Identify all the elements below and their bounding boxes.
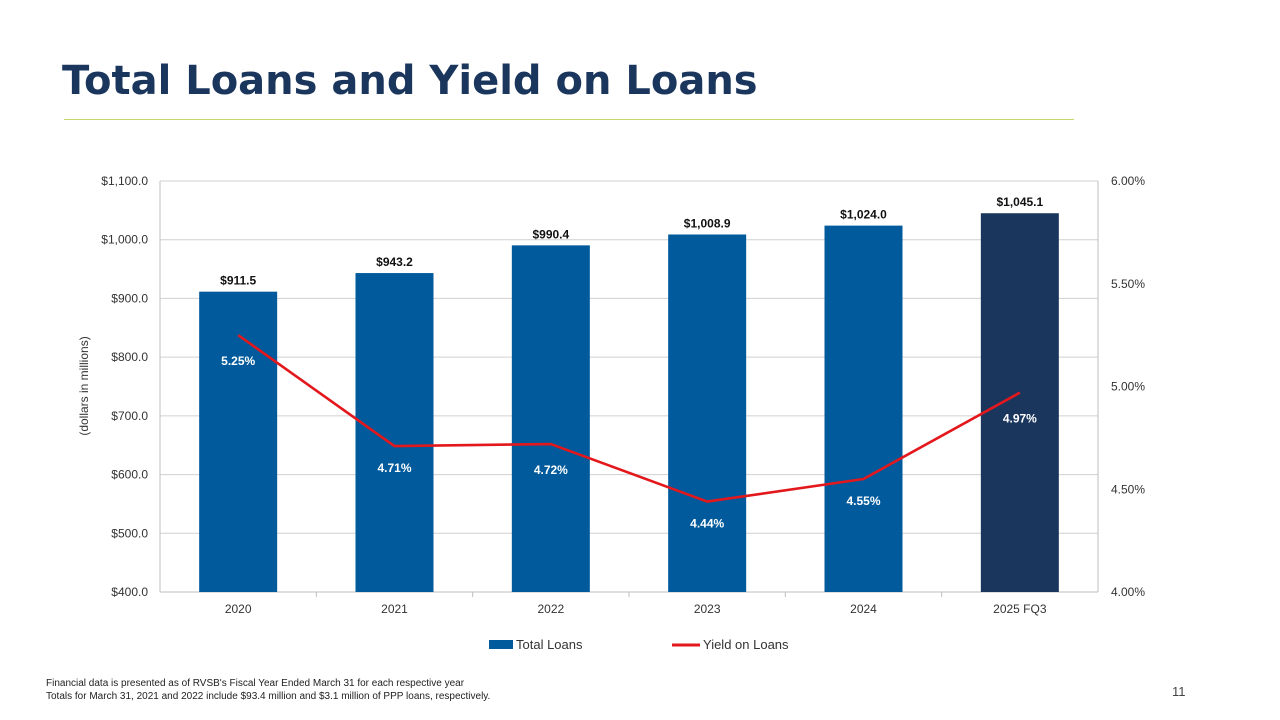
bar-total-loans bbox=[511, 245, 590, 592]
line-value-label: 4.71% bbox=[377, 461, 411, 475]
x-tick-label: 2024 bbox=[850, 602, 877, 616]
bar-value-label: $911.5 bbox=[220, 274, 256, 288]
bar-value-label: $1,045.1 bbox=[996, 195, 1043, 209]
y-tick-label: $800.0 bbox=[111, 350, 148, 364]
bar-total-loans bbox=[355, 273, 434, 592]
line-yield-on-loans bbox=[237, 334, 1021, 503]
y2-tick-label: 5.00% bbox=[1111, 380, 1145, 394]
y-tick-label: $1,000.0 bbox=[101, 233, 148, 247]
slide-title: Total Loans and Yield on Loans bbox=[62, 58, 758, 104]
y-tick-label: $1,100.0 bbox=[101, 174, 148, 188]
page-number: 11 bbox=[1172, 684, 1186, 699]
line-value-label: 4.72% bbox=[534, 463, 568, 477]
y-tick-label: $500.0 bbox=[111, 526, 148, 540]
title-divider bbox=[64, 119, 1074, 120]
y2-tick-label: 6.00% bbox=[1111, 174, 1145, 188]
y-tick-label: $700.0 bbox=[111, 409, 148, 423]
y-tick-label: $900.0 bbox=[111, 291, 148, 305]
y-tick-label: $600.0 bbox=[111, 468, 148, 482]
x-tick-label: 2020 bbox=[225, 602, 252, 616]
line-value-label: 4.44% bbox=[690, 517, 724, 531]
line-value-label: 4.55% bbox=[846, 494, 880, 508]
bar-value-label: $943.2 bbox=[376, 255, 413, 269]
footnote-line-2: Totals for March 31, 2021 and 2022 inclu… bbox=[46, 690, 491, 702]
y2-tick-label: 4.00% bbox=[1111, 585, 1145, 599]
x-tick-label: 2021 bbox=[381, 602, 408, 616]
bar-total-loans bbox=[824, 225, 903, 592]
legend-swatch-total-loans bbox=[489, 640, 513, 649]
y-tick-label: $400.0 bbox=[111, 585, 148, 599]
legend-label-total-loans: Total Loans bbox=[516, 637, 583, 652]
y2-tick-label: 4.50% bbox=[1111, 482, 1145, 496]
y-axis-title: (dollars in millions) bbox=[77, 336, 91, 435]
footnote-line-1: Financial data is presented as of RVSB's… bbox=[46, 678, 465, 689]
bar-value-label: $1,024.0 bbox=[840, 208, 887, 222]
x-tick-label: 2025 FQ3 bbox=[993, 602, 1047, 616]
bar-value-label: $1,008.9 bbox=[684, 216, 731, 230]
bar-total-loans bbox=[980, 213, 1059, 593]
footnote: Financial data is presented as of RVSB's… bbox=[46, 678, 490, 703]
line-value-label: 5.25% bbox=[221, 354, 255, 368]
line-value-label: 4.97% bbox=[1003, 412, 1037, 426]
legend-label-yield-on-loans: Yield on Loans bbox=[703, 637, 789, 652]
bar-value-label: $990.4 bbox=[532, 227, 569, 241]
y2-tick-label: 5.50% bbox=[1111, 277, 1145, 291]
x-tick-label: 2023 bbox=[694, 602, 721, 616]
x-tick-label: 2022 bbox=[537, 602, 564, 616]
bar-total-loans bbox=[668, 234, 747, 592]
bar-total-loans bbox=[199, 291, 278, 592]
